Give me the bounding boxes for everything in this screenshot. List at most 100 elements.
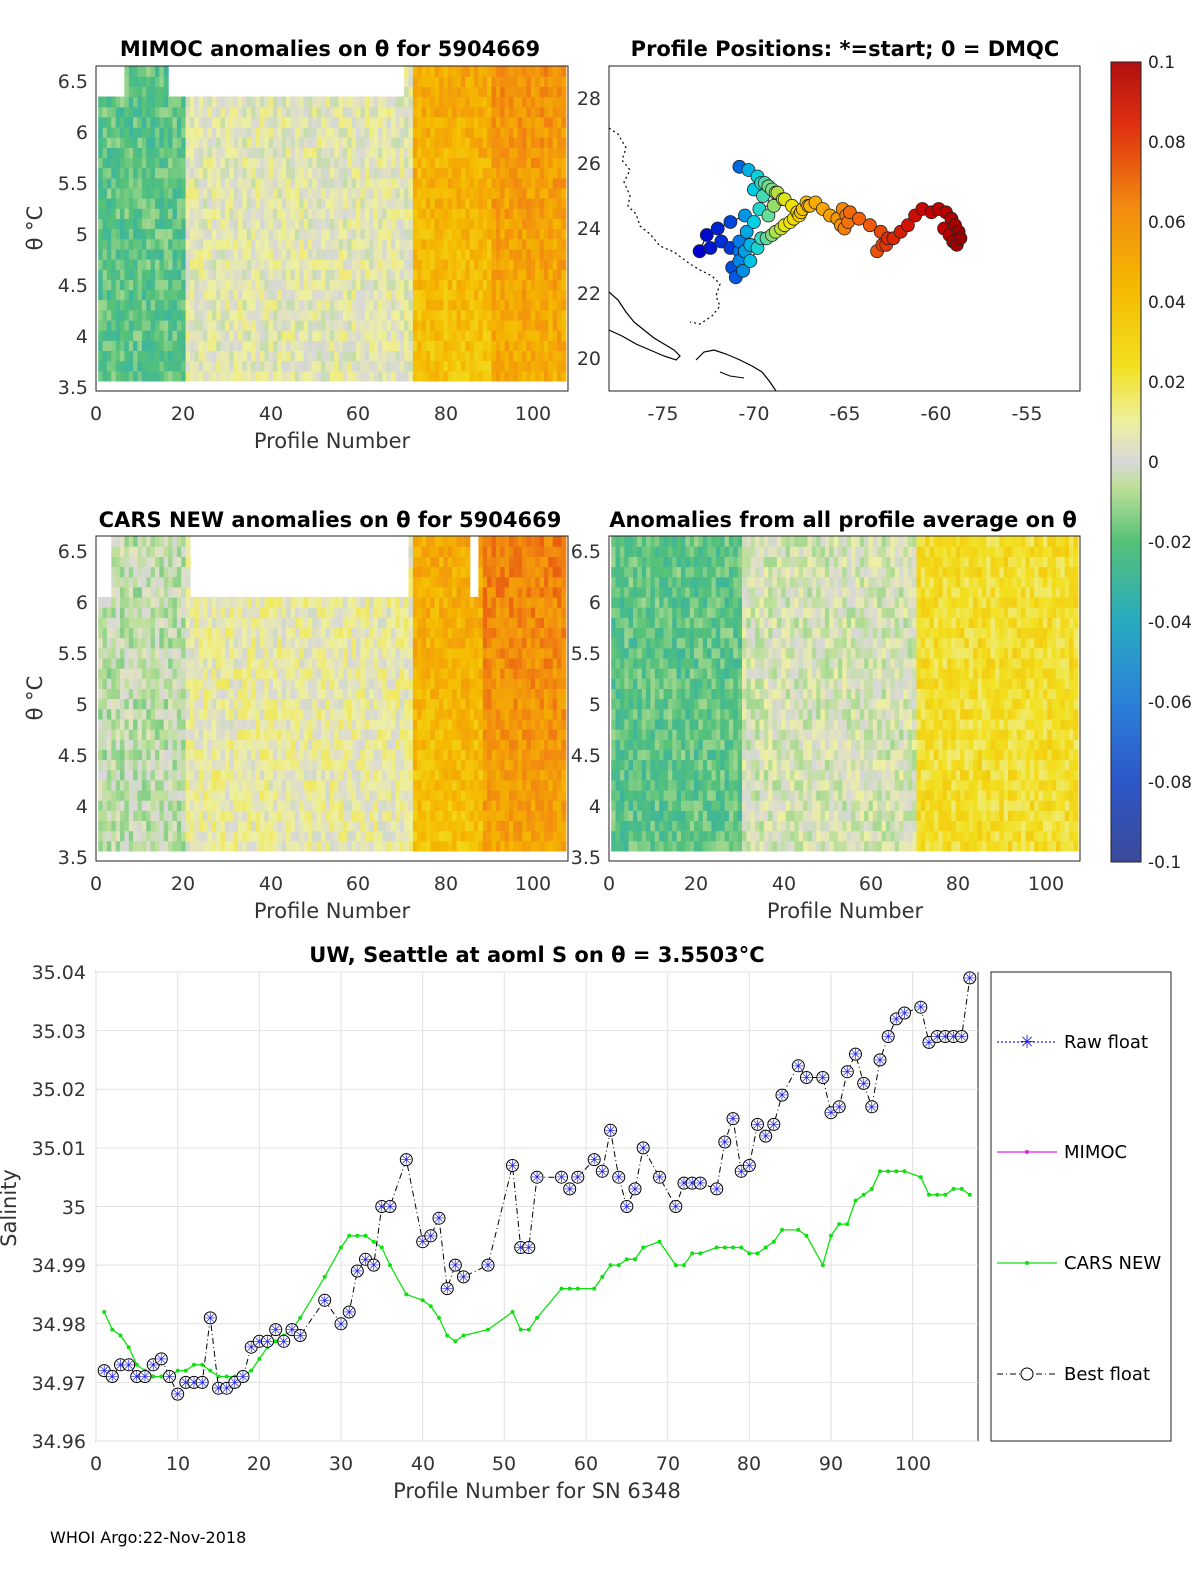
heat-cell — [452, 360, 458, 372]
heat-cell — [364, 309, 370, 321]
heat-cell — [133, 76, 139, 87]
heat-cell — [548, 208, 554, 219]
heat-cell — [159, 137, 165, 148]
heat-cell — [360, 330, 366, 341]
heat-cell — [255, 360, 261, 372]
heat-cell — [308, 637, 313, 649]
heat-cell — [500, 177, 506, 189]
heat-cell — [329, 238, 335, 250]
heat-cell — [491, 289, 497, 301]
heat-cell — [277, 289, 283, 301]
heat-cell — [495, 96, 501, 108]
heat-cell — [412, 330, 418, 341]
heat-cell — [338, 157, 344, 169]
heat-cell — [181, 637, 187, 649]
heat-cell — [106, 218, 112, 230]
heat-cell — [190, 350, 195, 362]
heat-cell — [430, 330, 436, 341]
heat-cell — [163, 800, 169, 811]
heat-cell — [561, 126, 567, 138]
heat-cell — [439, 218, 445, 230]
heat-cell — [530, 177, 536, 189]
heat-cell — [251, 106, 257, 118]
heat-cell — [369, 820, 375, 832]
heat-cell — [334, 340, 340, 351]
heat-cell — [517, 218, 523, 230]
heat-cell — [181, 330, 187, 341]
heat-cell — [334, 228, 340, 240]
heat-cell — [373, 820, 379, 832]
heat-cell — [168, 607, 174, 618]
heat-cell — [373, 627, 379, 639]
heat-cell — [316, 617, 322, 629]
heat-cell — [386, 218, 392, 230]
heat-cell — [373, 789, 379, 801]
heat-cell — [163, 289, 169, 301]
heat-cell — [198, 259, 204, 270]
heat-cell — [321, 688, 327, 700]
heat-cell — [211, 800, 217, 811]
heat-cell — [220, 259, 226, 270]
heat-cell — [268, 647, 274, 659]
heat-cell — [137, 279, 143, 291]
heat-cell — [115, 566, 121, 578]
heat-cell — [224, 830, 230, 842]
heat-cell — [391, 177, 396, 189]
heat-cell — [242, 167, 248, 179]
heat-cell — [194, 157, 200, 169]
heat-cell — [439, 116, 445, 128]
heat-cell — [373, 116, 379, 128]
heat-cell — [120, 126, 125, 138]
heat-cell — [115, 810, 121, 821]
heat-cell — [259, 617, 265, 629]
heat-cell — [364, 360, 370, 372]
heat-cell — [434, 218, 440, 230]
heat-cell — [106, 810, 112, 821]
heat-cell — [356, 157, 361, 169]
heat-cell — [155, 546, 160, 557]
heat-cell — [548, 269, 554, 280]
heat-cell — [141, 370, 147, 382]
heat-cell — [399, 259, 405, 270]
heat-cell — [517, 360, 523, 372]
heat-cell — [504, 248, 510, 260]
heat-cell — [308, 668, 313, 679]
heat-cell — [434, 106, 440, 118]
heat-cell — [137, 198, 143, 209]
heat-cell — [299, 360, 305, 372]
heat-cell — [242, 789, 248, 801]
heat-cell — [168, 739, 174, 750]
heat-cell — [290, 96, 296, 108]
heat-cell — [220, 289, 226, 301]
heat-cell — [211, 116, 217, 128]
heat-cell — [456, 66, 462, 77]
heat-cell — [447, 208, 453, 219]
heat-cell — [146, 637, 152, 649]
heat-cell — [294, 810, 300, 821]
heat-cell — [264, 708, 270, 720]
heat-cell — [312, 739, 318, 750]
heat-cell — [347, 228, 353, 240]
heat-cell — [251, 759, 257, 771]
heat-cell — [255, 627, 261, 639]
heat-cell — [316, 289, 322, 301]
heat-cell — [548, 289, 554, 301]
heat-cell — [548, 279, 554, 291]
heat-cell — [329, 330, 335, 341]
heat-cell — [544, 177, 549, 189]
heat-cell — [128, 330, 134, 341]
heat-cell — [544, 370, 549, 382]
heat-cell — [146, 218, 152, 230]
heat-cell — [552, 187, 558, 199]
heat-cell — [443, 330, 449, 341]
heat-cell — [338, 340, 344, 351]
heat-cell — [115, 647, 121, 659]
heat-cell — [207, 208, 213, 219]
heat-cell — [273, 96, 278, 108]
heat-cell — [211, 749, 217, 761]
heat-cell — [163, 657, 169, 669]
heat-cell — [207, 739, 213, 750]
heat-cell — [517, 299, 523, 311]
heat-cell — [329, 340, 335, 351]
heat-cell — [185, 96, 191, 108]
